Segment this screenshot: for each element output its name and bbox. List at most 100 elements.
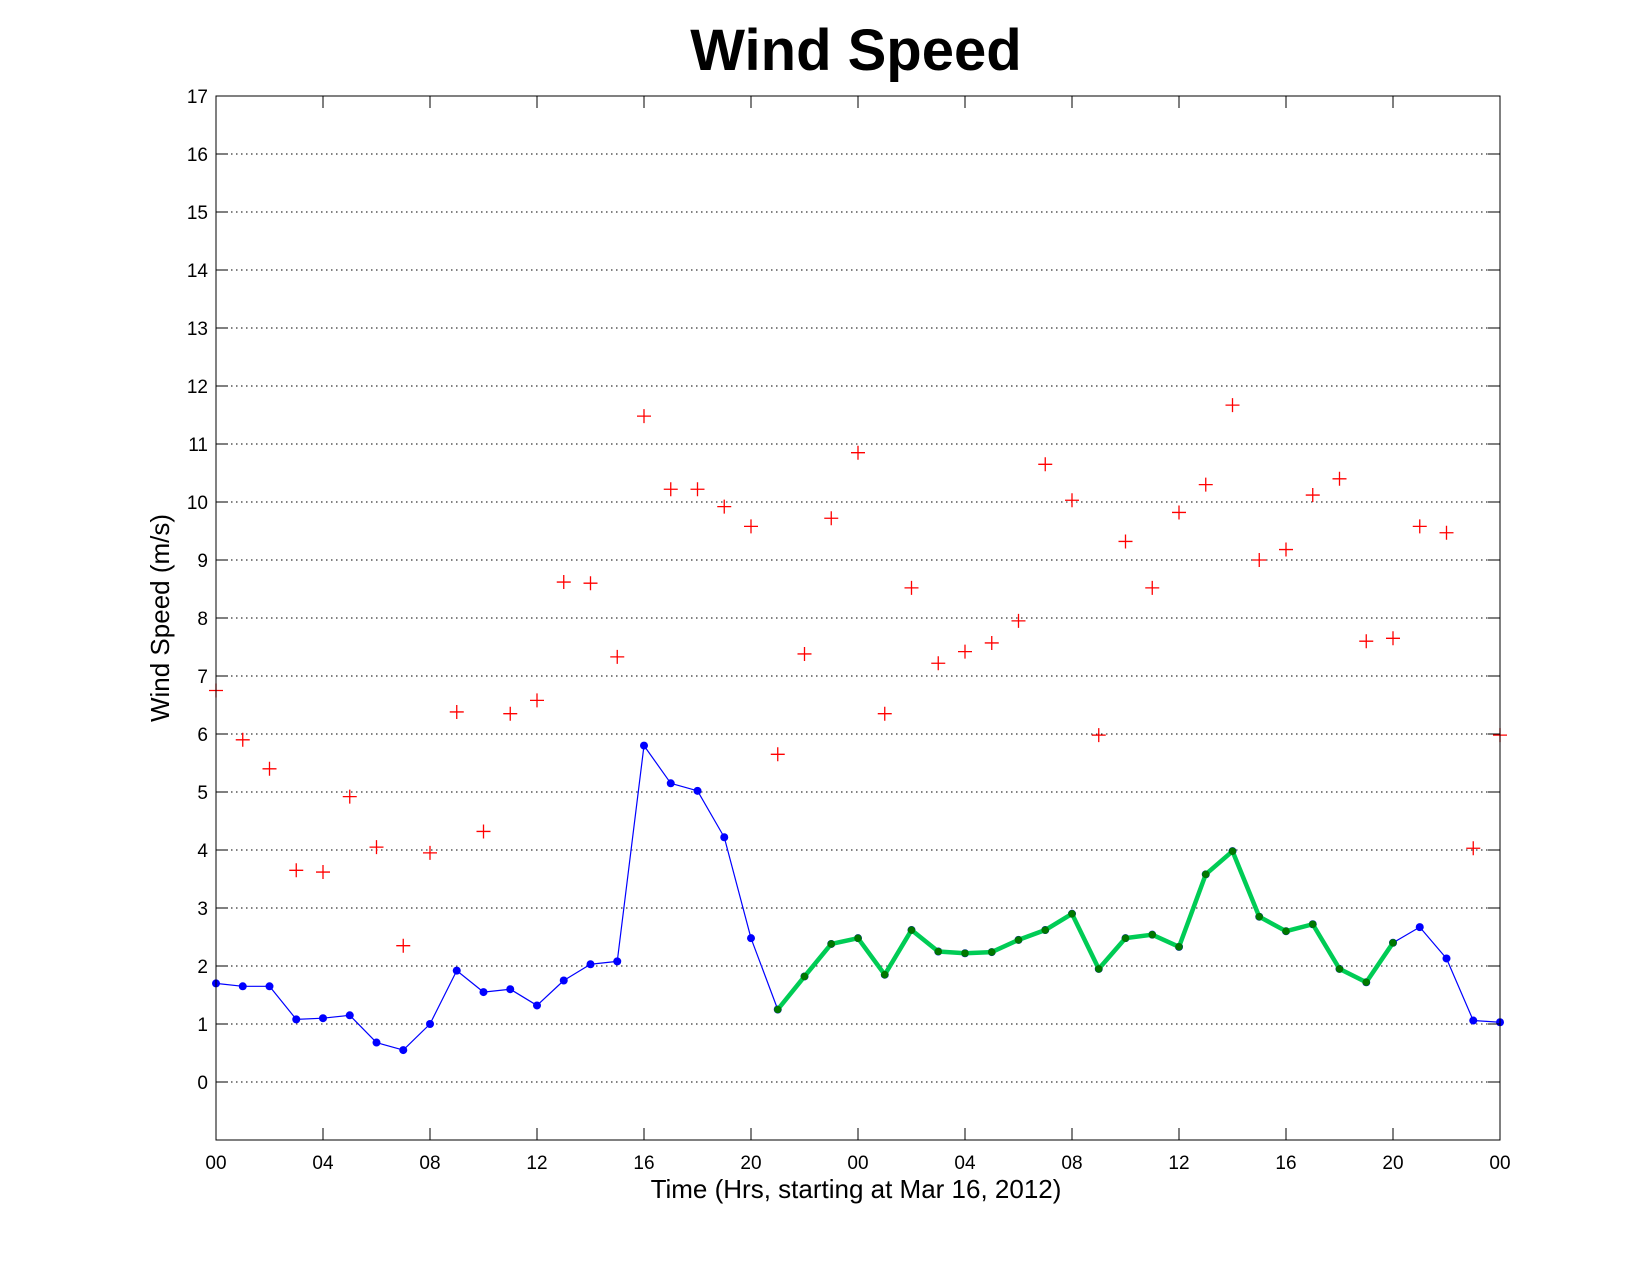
- data-point: [345, 1011, 354, 1020]
- x-tick-label: 00: [205, 1153, 226, 1174]
- plus-point: [1466, 841, 1481, 856]
- plus-point: [637, 409, 651, 424]
- plus-point: [342, 789, 357, 804]
- data-point: [666, 779, 675, 788]
- plus-point: [1386, 631, 1400, 646]
- data-point: [1362, 978, 1371, 987]
- plus-point: [877, 706, 892, 721]
- thick-series-line: [776, 848, 1395, 1011]
- plus-point: [717, 499, 732, 514]
- data-point: [1228, 847, 1237, 855]
- data-point: [613, 957, 622, 966]
- plus-point: [1279, 542, 1293, 557]
- plus-point: [984, 635, 999, 650]
- data-point: [1442, 954, 1451, 963]
- plus-point: [530, 693, 544, 708]
- plus-point: [770, 747, 785, 762]
- plus-point: [931, 656, 946, 671]
- plus-point: [1332, 471, 1347, 486]
- x-tick-label: 00: [1489, 1153, 1510, 1174]
- data-point: [1282, 927, 1290, 935]
- y-tick-label: 13: [187, 319, 208, 340]
- y-tick-label: 0: [197, 1073, 208, 1094]
- series-plus-marker: [209, 398, 1507, 953]
- plus-point: [1439, 525, 1454, 540]
- plus-point: [824, 511, 839, 526]
- y-tick-label: 12: [187, 377, 208, 398]
- series-thick-line: [773, 847, 1397, 1014]
- x-tick-label: 08: [1061, 1153, 1082, 1174]
- y-tick-label: 4: [197, 841, 208, 862]
- y-tick-label: 14: [187, 261, 209, 282]
- data-point: [586, 960, 595, 969]
- data-point: [1201, 870, 1210, 879]
- x-tick-label: 08: [419, 1153, 440, 1174]
- plus-point: [1118, 534, 1133, 549]
- y-tick-label: 11: [188, 435, 208, 456]
- data-point: [773, 1005, 782, 1014]
- y-tick-label: 1: [197, 1015, 208, 1036]
- data-point: [1041, 926, 1050, 934]
- y-tick-label: 2: [197, 957, 208, 978]
- data-point: [1335, 965, 1344, 973]
- plus-point: [904, 580, 919, 595]
- data-point: [1068, 910, 1076, 918]
- x-axis-label: Time (Hrs, starting at Mar 16, 2012): [651, 1174, 1062, 1204]
- series-layer: [209, 398, 1507, 1055]
- data-point: [1121, 934, 1130, 942]
- data-point: [559, 976, 568, 985]
- data-point: [747, 934, 755, 943]
- plus-point: [289, 863, 304, 878]
- plus-point: [690, 482, 705, 497]
- plus-point: [396, 938, 411, 953]
- x-tick-label: 12: [526, 1153, 547, 1174]
- data-point: [854, 934, 862, 942]
- plus-point: [476, 824, 491, 839]
- plus-point: [503, 706, 518, 721]
- y-tick-label: 16: [187, 145, 208, 166]
- plus-point: [1038, 457, 1053, 472]
- data-point: [452, 966, 461, 975]
- plus-point: [235, 732, 250, 747]
- plus-point: [663, 482, 678, 497]
- plus-point: [1145, 580, 1160, 595]
- plus-point: [1011, 613, 1026, 628]
- data-point: [934, 947, 943, 956]
- data-point: [319, 1014, 327, 1023]
- data-point: [479, 988, 488, 997]
- data-point: [827, 940, 836, 948]
- plus-point: [556, 575, 571, 590]
- data-point: [399, 1046, 408, 1055]
- chart-title: Wind Speed: [690, 18, 1021, 83]
- data-point: [1148, 930, 1157, 939]
- x-tick-label: 16: [1275, 1153, 1296, 1174]
- data-point: [1415, 923, 1424, 932]
- data-point: [265, 982, 274, 991]
- data-point: [1014, 936, 1023, 944]
- plus-point: [369, 840, 384, 855]
- data-point: [800, 972, 809, 981]
- plus-point: [423, 845, 437, 860]
- plus-point: [1252, 553, 1267, 567]
- data-point: [1094, 965, 1103, 973]
- data-point: [372, 1038, 381, 1047]
- plus-point: [1225, 398, 1240, 413]
- x-tick-label: 04: [312, 1153, 334, 1174]
- y-tick-label: 7: [197, 667, 208, 688]
- data-point: [640, 741, 648, 750]
- plus-point: [744, 519, 758, 534]
- y-tick-label: 5: [197, 783, 208, 804]
- data-point: [907, 926, 916, 934]
- data-point: [1389, 939, 1397, 947]
- y-tick-label: 3: [197, 899, 208, 920]
- plus-point: [262, 761, 277, 776]
- x-tick-label: 00: [847, 1153, 868, 1174]
- data-point: [720, 833, 729, 842]
- x-tick-label: 12: [1168, 1153, 1189, 1174]
- data-point: [1469, 1016, 1478, 1025]
- data-point: [987, 948, 996, 956]
- plus-point: [1091, 728, 1106, 743]
- plus-point: [851, 445, 865, 460]
- y-tick-label: 6: [197, 725, 208, 746]
